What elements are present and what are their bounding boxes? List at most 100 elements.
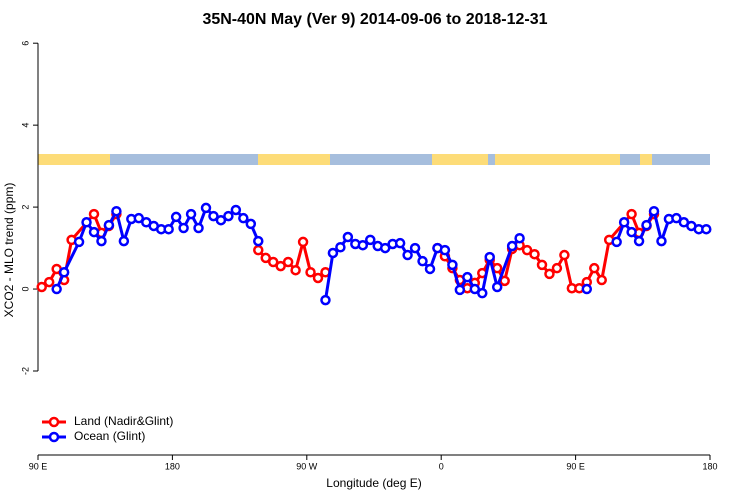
point bbox=[402, 249, 413, 261]
point bbox=[163, 223, 174, 235]
point bbox=[238, 212, 249, 224]
point bbox=[81, 217, 92, 228]
point bbox=[133, 212, 145, 224]
point bbox=[290, 264, 301, 276]
point bbox=[484, 251, 495, 263]
chart-title: 35N-40N May (Ver 9) 2014-09-06 to 2018-1… bbox=[202, 11, 547, 28]
land-band bbox=[495, 154, 620, 165]
point bbox=[462, 271, 473, 283]
point bbox=[589, 262, 600, 274]
land-band bbox=[38, 154, 110, 165]
legend-marker bbox=[48, 431, 60, 443]
point bbox=[417, 255, 428, 267]
land-band bbox=[432, 154, 488, 165]
point bbox=[111, 205, 122, 217]
point bbox=[208, 210, 219, 222]
point bbox=[282, 256, 294, 268]
point bbox=[596, 274, 607, 286]
point bbox=[103, 219, 115, 231]
point bbox=[514, 232, 525, 244]
point bbox=[626, 208, 637, 220]
point bbox=[275, 260, 286, 272]
point bbox=[357, 239, 369, 251]
point bbox=[454, 284, 466, 296]
point bbox=[305, 266, 316, 278]
point bbox=[170, 211, 182, 223]
point bbox=[536, 259, 548, 271]
point bbox=[58, 266, 70, 278]
point bbox=[36, 281, 47, 293]
point bbox=[469, 283, 481, 295]
point bbox=[365, 234, 376, 246]
point bbox=[491, 281, 503, 293]
point bbox=[671, 212, 682, 224]
point bbox=[51, 283, 62, 295]
point bbox=[230, 204, 242, 216]
x-tick-label: 180 bbox=[165, 461, 180, 471]
point bbox=[611, 236, 622, 248]
point bbox=[581, 283, 593, 295]
point bbox=[424, 263, 436, 275]
point bbox=[178, 222, 189, 234]
point bbox=[521, 244, 533, 256]
point bbox=[447, 259, 458, 271]
land-band bbox=[640, 154, 652, 165]
y-axis-label: XCO2 - MLO trend (ppm) bbox=[2, 183, 16, 318]
point bbox=[96, 235, 107, 247]
x-tick-label: 0 bbox=[439, 461, 444, 471]
point bbox=[701, 223, 712, 235]
x-tick-label: 90 E bbox=[29, 461, 48, 471]
land-band bbox=[258, 154, 330, 165]
point bbox=[43, 276, 55, 288]
point bbox=[260, 252, 271, 264]
point bbox=[544, 268, 555, 280]
point bbox=[648, 205, 660, 217]
point bbox=[327, 247, 339, 259]
y-tick-label: 2 bbox=[20, 205, 30, 210]
point bbox=[506, 240, 518, 252]
y-tick-label: 0 bbox=[20, 287, 30, 292]
point bbox=[559, 249, 570, 261]
point bbox=[439, 244, 451, 256]
point bbox=[342, 231, 354, 243]
point bbox=[118, 235, 130, 247]
point bbox=[215, 214, 227, 226]
point bbox=[335, 242, 346, 253]
point bbox=[633, 235, 645, 247]
legend-label: Land (Nadir&Glint) bbox=[74, 414, 173, 428]
point bbox=[656, 235, 667, 247]
y-tick-label: -2 bbox=[20, 367, 30, 375]
point bbox=[88, 226, 100, 238]
point bbox=[267, 256, 279, 268]
point bbox=[73, 236, 85, 248]
x-tick-label: 180 bbox=[702, 461, 717, 471]
point bbox=[253, 235, 264, 247]
y-tick-label: 6 bbox=[20, 41, 30, 46]
point bbox=[200, 202, 212, 214]
point bbox=[394, 237, 406, 249]
point bbox=[409, 242, 421, 254]
point bbox=[185, 208, 197, 220]
point bbox=[312, 272, 324, 284]
ocean-band bbox=[38, 154, 710, 165]
point bbox=[551, 262, 563, 274]
legend-marker bbox=[48, 416, 60, 428]
point bbox=[193, 222, 204, 234]
point bbox=[320, 294, 331, 306]
point bbox=[297, 236, 309, 248]
point bbox=[641, 219, 652, 231]
x-axis-label: Longitude (deg E) bbox=[326, 476, 421, 490]
point bbox=[626, 226, 637, 238]
point bbox=[477, 287, 488, 299]
x-tick-label: 90 W bbox=[296, 461, 318, 471]
x-tick-label: 90 E bbox=[566, 461, 585, 471]
point bbox=[529, 248, 540, 260]
land-ocean-strip bbox=[38, 154, 710, 165]
point bbox=[618, 217, 630, 228]
point bbox=[223, 210, 234, 222]
legend-label: Ocean (Glint) bbox=[74, 429, 145, 443]
point bbox=[88, 208, 100, 220]
point bbox=[379, 242, 391, 254]
y-tick-label: 4 bbox=[20, 123, 30, 128]
